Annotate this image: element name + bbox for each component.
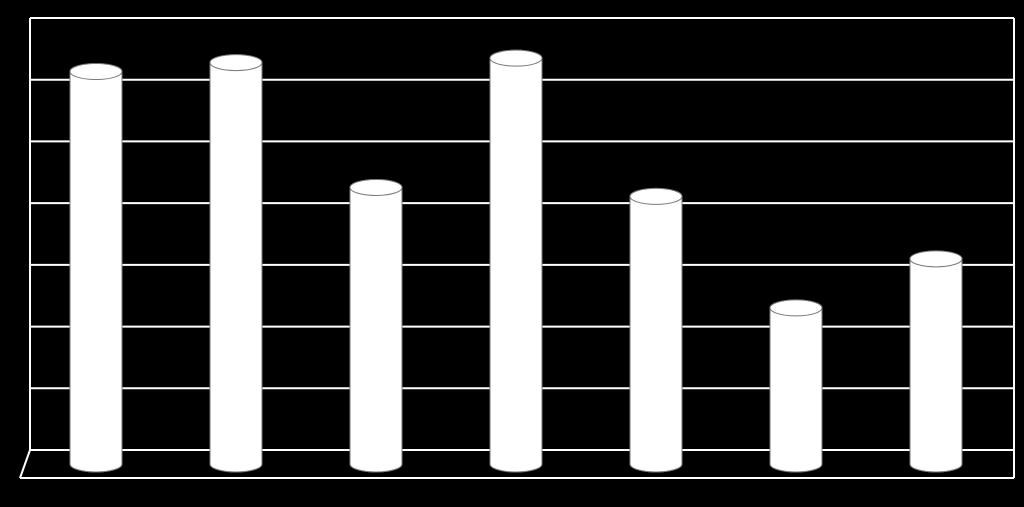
bar [630,188,682,472]
bar [490,50,542,472]
bar-chart [0,0,1024,507]
bar [350,179,402,472]
bar [910,251,962,472]
bar [70,64,122,472]
bar [210,55,262,472]
chart-canvas [0,0,1024,507]
bar [770,300,822,472]
